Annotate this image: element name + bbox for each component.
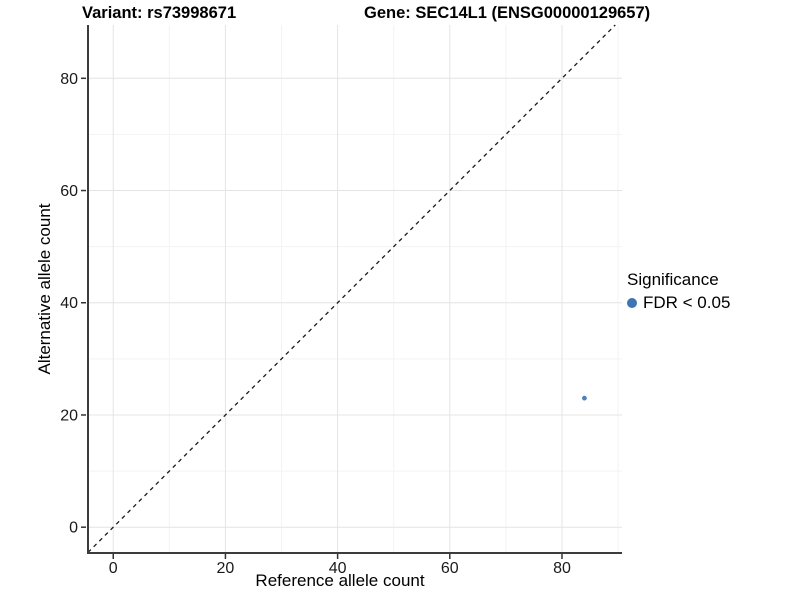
y-axis-tick-label: 20 [60,407,78,424]
y-axis-tick-label: 0 [69,520,78,537]
legend: Significance FDR < 0.05 [627,270,730,313]
x-axis-tick-label: 60 [441,560,459,577]
legend-entry-label: FDR < 0.05 [643,293,731,312]
x-axis-title: Reference allele count [255,571,425,590]
y-axis-tick-label: 40 [60,295,78,312]
plot-title-gene: Gene: SEC14L1 (ENSG00000129657) [364,4,651,22]
data-point [582,395,587,401]
plot-title-variant: Variant: rs73998671 [82,4,237,22]
y-axis-tick-label: 60 [60,183,78,200]
x-axis-tick-label: 40 [329,560,347,577]
x-axis-tick-label: 20 [217,560,235,577]
identity-dashed-line [87,24,616,553]
y-axis-title: Alternative allele count [35,203,54,375]
legend-point-swatch [627,298,637,308]
legend-title: Significance [627,270,719,289]
legend-entry: FDR < 0.05 [627,293,730,313]
y-axis-tick-label: 80 [60,71,78,88]
x-axis-tick-label: 80 [553,560,571,577]
x-axis-tick-label: 0 [109,560,118,577]
